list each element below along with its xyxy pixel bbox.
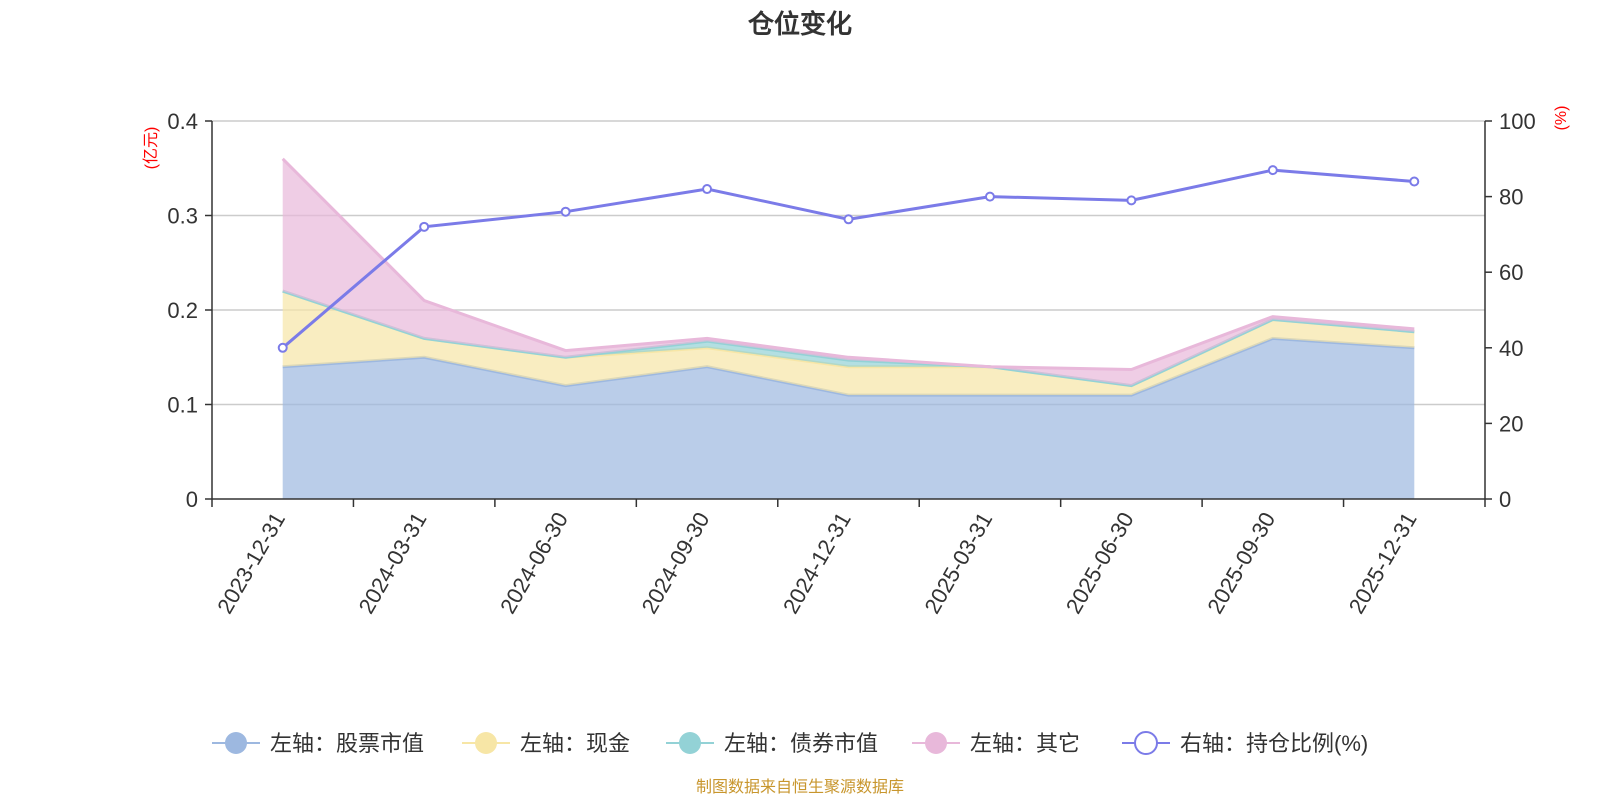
- legend-item[interactable]: 右轴：持仓比例(%): [1122, 731, 1368, 756]
- legend-marker: [925, 732, 947, 754]
- legend-label: 左轴：其它: [970, 731, 1080, 756]
- legend-item[interactable]: 左轴：股票市值: [212, 731, 424, 756]
- right-tick-label: 100: [1499, 109, 1536, 134]
- ratio-point[interactable]: [277, 342, 288, 353]
- legend-marker: [1134, 731, 1158, 755]
- right-axis-unit: (%): [1553, 106, 1570, 131]
- ratio-point[interactable]: [984, 191, 995, 202]
- ratio-point[interactable]: [843, 214, 854, 225]
- x-tick-label: 2023-12-31: [212, 508, 290, 618]
- legend-item[interactable]: 左轴：债券市值: [666, 731, 878, 756]
- left-axis-unit: (亿元): [142, 127, 160, 170]
- right-tick-label: 80: [1499, 185, 1523, 210]
- area-0: [282, 338, 1415, 499]
- ratio-point[interactable]: [1126, 195, 1137, 206]
- left-tick-label: 0.3: [167, 204, 198, 229]
- ratio-point[interactable]: [419, 221, 430, 232]
- x-tick-label: 2024-03-31: [354, 508, 432, 618]
- area-edge-3: [281, 157, 1415, 372]
- left-tick-label: 0.2: [167, 298, 198, 323]
- data-source-footer: 制图数据来自恒生聚源数据库: [696, 778, 904, 796]
- area-1: [282, 291, 1415, 396]
- left-tick-label: 0: [186, 487, 198, 512]
- right-tick-label: 0: [1499, 487, 1511, 512]
- left-tick-label: 0.1: [167, 393, 198, 418]
- x-tick-label: 2024-12-31: [778, 508, 856, 618]
- legend-marker: [225, 732, 247, 754]
- ratio-point[interactable]: [1409, 176, 1420, 187]
- x-tick-label: 2025-12-31: [1344, 508, 1422, 618]
- left-tick-label: 0.4: [167, 109, 198, 134]
- legend-marker: [679, 732, 701, 754]
- ratio-point[interactable]: [1267, 165, 1278, 176]
- legend-label: 左轴：股票市值: [270, 731, 424, 756]
- x-tick-label: 2024-06-30: [495, 508, 573, 618]
- legend-marker: [475, 732, 497, 754]
- right-tick-label: 60: [1499, 260, 1523, 285]
- legend-label: 右轴：持仓比例(%): [1180, 731, 1368, 756]
- right-tick-label: 20: [1499, 411, 1523, 436]
- ratio-point[interactable]: [560, 206, 571, 217]
- stacked-areas: [281, 157, 1415, 499]
- legend-item[interactable]: 左轴：现金: [462, 731, 630, 756]
- right-tick-label: 40: [1499, 336, 1523, 361]
- legend-label: 左轴：现金: [520, 731, 630, 756]
- x-tick-label: 2025-09-30: [1202, 508, 1280, 618]
- chart-title: 仓位变化: [747, 9, 852, 39]
- x-tick-label: 2024-09-30: [636, 508, 714, 618]
- legend-label: 左轴：债券市值: [724, 731, 878, 756]
- x-tick-label: 2025-06-30: [1061, 508, 1139, 618]
- area-2: [282, 291, 1415, 386]
- legend: 左轴：股票市值 左轴：现金 左轴：债券市值 左轴：其它 右轴：持仓比例(%): [212, 731, 1368, 756]
- legend-item[interactable]: 左轴：其它: [912, 731, 1080, 756]
- ratio-point[interactable]: [702, 184, 713, 195]
- ratio-line: [277, 165, 1420, 353]
- x-tick-label: 2025-03-31: [919, 508, 997, 618]
